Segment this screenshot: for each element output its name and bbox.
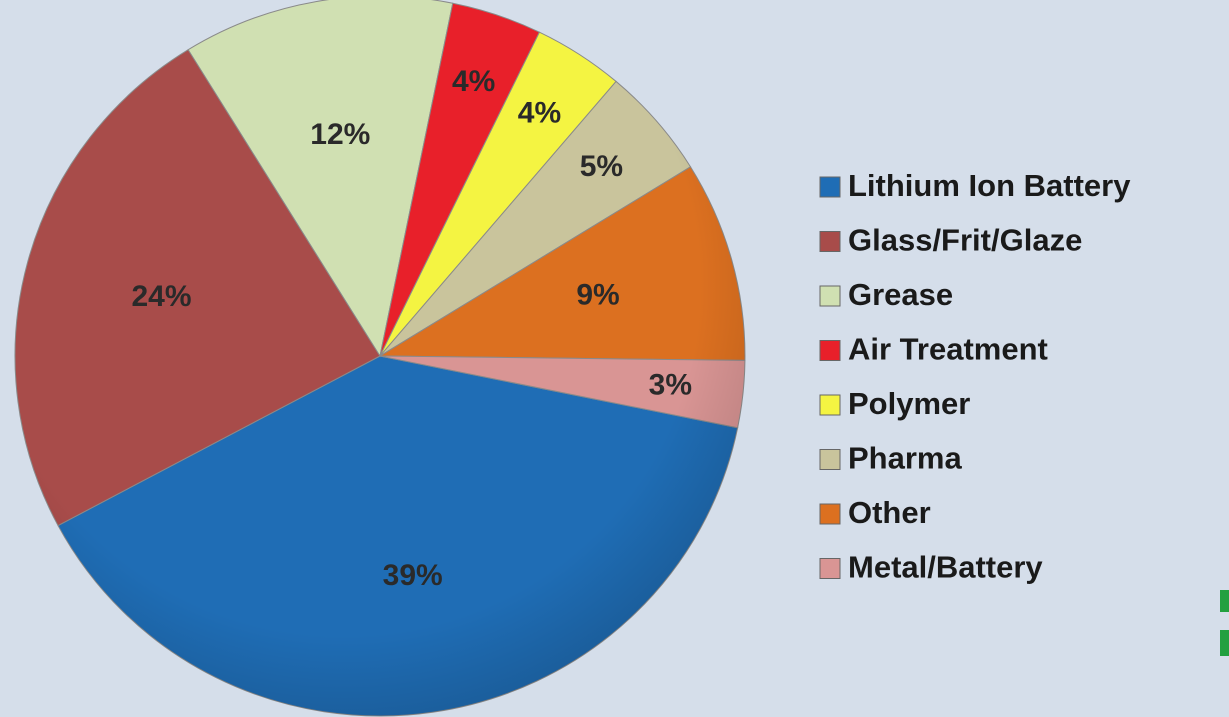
legend-label: Air Treatment	[848, 332, 1048, 367]
data-label: 5%	[580, 150, 623, 183]
data-label: 39%	[383, 559, 443, 592]
legend-swatch	[819, 394, 841, 416]
data-label: 4%	[518, 97, 561, 130]
legend-swatch	[819, 285, 841, 307]
legend-swatch	[819, 176, 841, 198]
pie: 39% 24% 12% 4% 4% 5% 9% 3%	[14, 0, 746, 717]
legend: Lithium Ion Battery Glass/Frit/Glaze Greas…	[819, 168, 1131, 585]
legend-label: Glass/Frit/Glaze	[848, 223, 1082, 258]
decoration	[1220, 590, 1229, 612]
decoration	[1220, 630, 1229, 656]
data-label: 9%	[576, 278, 619, 311]
legend-swatch	[819, 449, 841, 470]
legend-label: Lithium Ion Battery	[848, 168, 1131, 203]
legend-label: Polymer	[848, 386, 970, 421]
legend-swatch	[819, 340, 841, 361]
data-label: 12%	[310, 118, 370, 151]
data-label: 3%	[649, 369, 692, 402]
data-label: 24%	[131, 280, 191, 313]
legend-label: Pharma	[848, 441, 962, 476]
legend-swatch	[819, 503, 841, 525]
legend-label: Grease	[848, 277, 953, 312]
legend-label: Other	[848, 495, 931, 530]
data-label: 4%	[452, 65, 495, 98]
legend-swatch	[819, 558, 841, 579]
legend-label: Metal/Battery	[848, 550, 1043, 585]
legend-swatch	[819, 231, 841, 252]
